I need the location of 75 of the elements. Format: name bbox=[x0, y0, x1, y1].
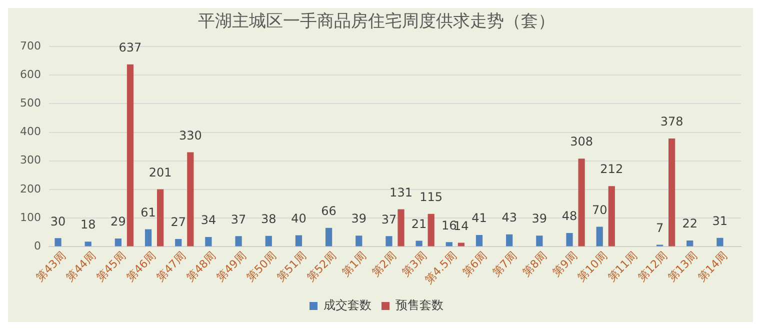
data-label: 41 bbox=[472, 211, 487, 226]
data-label: 37 bbox=[230, 212, 246, 226]
bar bbox=[596, 226, 603, 246]
y-tick-label: 0 bbox=[34, 240, 41, 253]
data-label: 66 bbox=[321, 204, 336, 218]
y-tick-label: 700 bbox=[20, 39, 41, 52]
data-label: 39 bbox=[532, 212, 548, 226]
data-label: 201 bbox=[148, 165, 172, 180]
data-label: 115 bbox=[420, 190, 443, 204]
data-label: 212 bbox=[600, 162, 624, 176]
x-tick-label: 第2周 bbox=[369, 249, 400, 280]
data-label: 29 bbox=[110, 214, 126, 229]
data-label: 27 bbox=[170, 215, 186, 230]
data-label: 39 bbox=[351, 212, 367, 226]
bar bbox=[398, 209, 404, 246]
data-label: 7 bbox=[656, 220, 664, 235]
data-label: 31 bbox=[712, 214, 728, 228]
bar bbox=[536, 236, 543, 246]
bar bbox=[114, 238, 122, 246]
bar bbox=[205, 237, 212, 246]
bar bbox=[126, 64, 134, 246]
x-tick-label: 第8周 bbox=[520, 249, 550, 280]
data-label: 38 bbox=[260, 212, 276, 226]
data-label: 70 bbox=[592, 202, 608, 217]
bar bbox=[716, 238, 724, 246]
y-tick-label: 200 bbox=[20, 182, 41, 196]
data-label: 22 bbox=[682, 216, 698, 231]
data-label: 330 bbox=[178, 128, 202, 142]
bar bbox=[157, 189, 164, 246]
bar bbox=[608, 186, 615, 246]
data-label: 40 bbox=[291, 211, 306, 226]
bar bbox=[175, 239, 182, 246]
x-tick-label: 第1周 bbox=[339, 249, 370, 280]
data-label: 34 bbox=[200, 213, 216, 228]
y-tick-label: 400 bbox=[20, 125, 41, 138]
bar bbox=[458, 242, 464, 246]
data-label: 308 bbox=[570, 134, 593, 149]
bar bbox=[476, 235, 483, 246]
data-label: 18 bbox=[80, 218, 96, 232]
bar bbox=[416, 240, 422, 246]
data-label: 30 bbox=[50, 214, 66, 228]
legend-label: 成交套数 bbox=[324, 298, 372, 312]
data-label: 48 bbox=[562, 209, 578, 224]
bar bbox=[295, 235, 302, 246]
y-tick-label: 500 bbox=[20, 96, 41, 110]
bar bbox=[187, 152, 194, 246]
bar bbox=[144, 229, 152, 246]
data-label: 43 bbox=[502, 210, 517, 225]
bar bbox=[428, 214, 434, 246]
bar bbox=[506, 234, 513, 246]
data-label: 61 bbox=[140, 205, 156, 220]
data-label: 21 bbox=[411, 216, 427, 231]
bar bbox=[84, 242, 92, 246]
y-tick-label: 300 bbox=[20, 154, 41, 167]
x-tick-label: 第6周 bbox=[460, 249, 490, 280]
bar bbox=[265, 236, 272, 246]
bar bbox=[386, 236, 392, 246]
bar bbox=[446, 242, 452, 246]
bar bbox=[325, 228, 332, 246]
bar bbox=[578, 158, 585, 246]
bar bbox=[566, 233, 573, 246]
bar bbox=[686, 240, 694, 246]
chart-title: 平湖主城区一手商品房住宅周度供求走势（套） bbox=[198, 12, 555, 32]
bar bbox=[54, 238, 62, 246]
data-label: 131 bbox=[390, 185, 412, 200]
y-tick-label: 100 bbox=[20, 210, 41, 224]
data-label: 378 bbox=[660, 114, 684, 129]
y-tick-label: 600 bbox=[20, 68, 41, 81]
bar bbox=[668, 138, 676, 246]
bar bbox=[356, 236, 362, 246]
data-label: 637 bbox=[118, 40, 142, 55]
bar bbox=[235, 236, 242, 246]
legend-label: 预售套数 bbox=[396, 298, 444, 312]
data-label: 37 bbox=[381, 212, 397, 226]
x-tick-label: 第7周 bbox=[490, 249, 520, 280]
